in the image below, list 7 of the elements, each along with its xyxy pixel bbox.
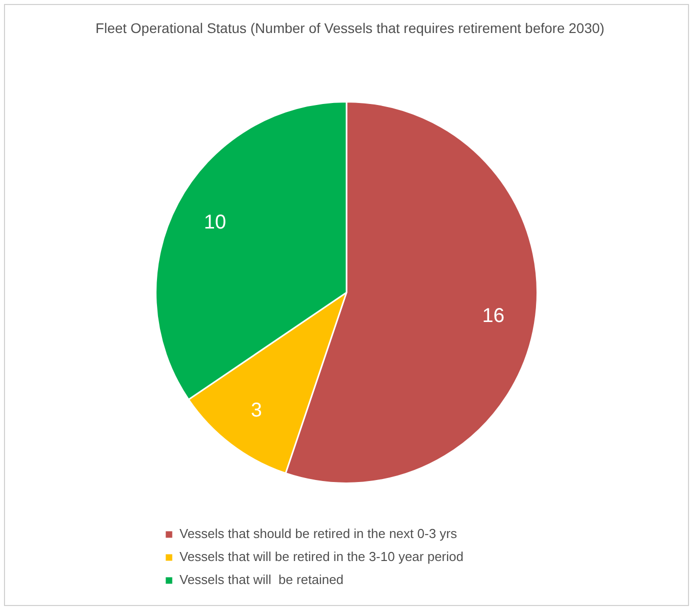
data-label: 3 bbox=[250, 399, 262, 422]
data-label: 10 bbox=[204, 211, 226, 234]
chart-title: Fleet Operational Status (Number of Vessels that requires retirement before 2030) bbox=[94, 19, 606, 38]
legend-label: Vessels that will be retained bbox=[180, 572, 344, 588]
legend-label: Vessels that should be retired in the next 0-3 yrs bbox=[180, 526, 458, 542]
legend-label: Vessels that will be retired in the 3-10 year period bbox=[180, 549, 464, 564]
data-label: 16 bbox=[482, 305, 504, 328]
